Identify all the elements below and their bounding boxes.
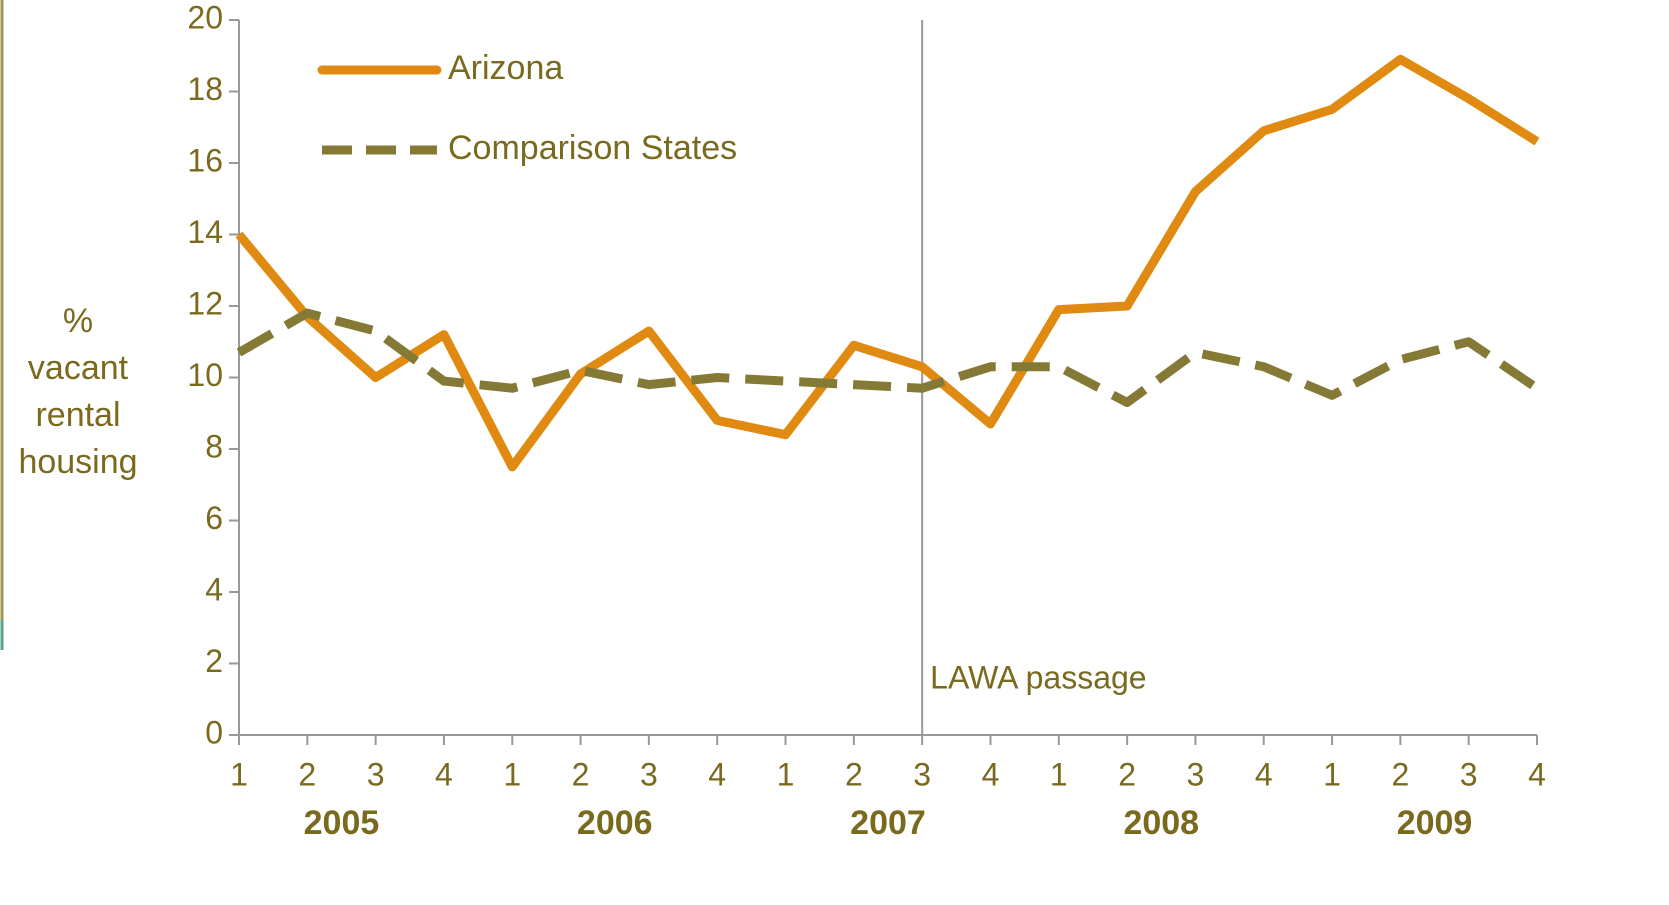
y-axis-label: vacant: [28, 349, 129, 387]
x-tick-label: 2: [1118, 756, 1136, 792]
y-tick-label: 20: [187, 0, 223, 35]
y-tick-label: 4: [205, 571, 223, 607]
legend-label: Arizona: [448, 49, 563, 87]
y-tick-label: 2: [205, 643, 223, 679]
y-tick-label: 10: [187, 357, 223, 393]
year-label: 2009: [1397, 804, 1473, 842]
x-tick-label: 2: [298, 756, 316, 792]
x-tick-label: 2: [572, 756, 590, 792]
x-tick-label: 3: [640, 756, 658, 792]
series-line: [236, 308, 1540, 408]
year-label: 2007: [850, 804, 926, 842]
legend-label: Comparison States: [448, 129, 737, 167]
y-axis-label: rental: [35, 396, 120, 434]
annotation-label: LAWA passage: [930, 659, 1146, 695]
x-tick-label: 1: [1050, 756, 1068, 792]
x-tick-label: 4: [435, 756, 453, 792]
x-tick-label: 2: [845, 756, 863, 792]
y-tick-label: 8: [205, 428, 223, 464]
x-tick-label: 3: [367, 756, 385, 792]
y-tick-label: 14: [187, 214, 223, 250]
x-tick-label: 3: [1460, 756, 1478, 792]
year-label: 2008: [1123, 804, 1199, 842]
year-label: 2005: [304, 804, 380, 842]
x-tick-label: 3: [1187, 756, 1205, 792]
y-tick-label: 18: [187, 71, 223, 107]
x-tick-label: 1: [230, 756, 248, 792]
x-tick-label: 1: [1323, 756, 1341, 792]
series-line: [235, 54, 1540, 472]
year-label: 2006: [577, 804, 653, 842]
y-tick-label: 16: [187, 142, 223, 178]
x-tick-label: 4: [1528, 756, 1546, 792]
x-tick-label: 1: [777, 756, 795, 792]
x-tick-label: 4: [982, 756, 1000, 792]
x-tick-label: 4: [708, 756, 726, 792]
y-tick-label: 12: [187, 285, 223, 321]
y-tick-label: 6: [205, 500, 223, 536]
x-tick-label: 3: [913, 756, 931, 792]
x-tick-label: 4: [1255, 756, 1273, 792]
x-tick-label: 2: [1391, 756, 1409, 792]
y-axis-label: %: [63, 302, 93, 340]
x-tick-label: 1: [503, 756, 521, 792]
y-tick-label: 0: [205, 714, 223, 750]
y-axis-label: housing: [18, 443, 137, 481]
